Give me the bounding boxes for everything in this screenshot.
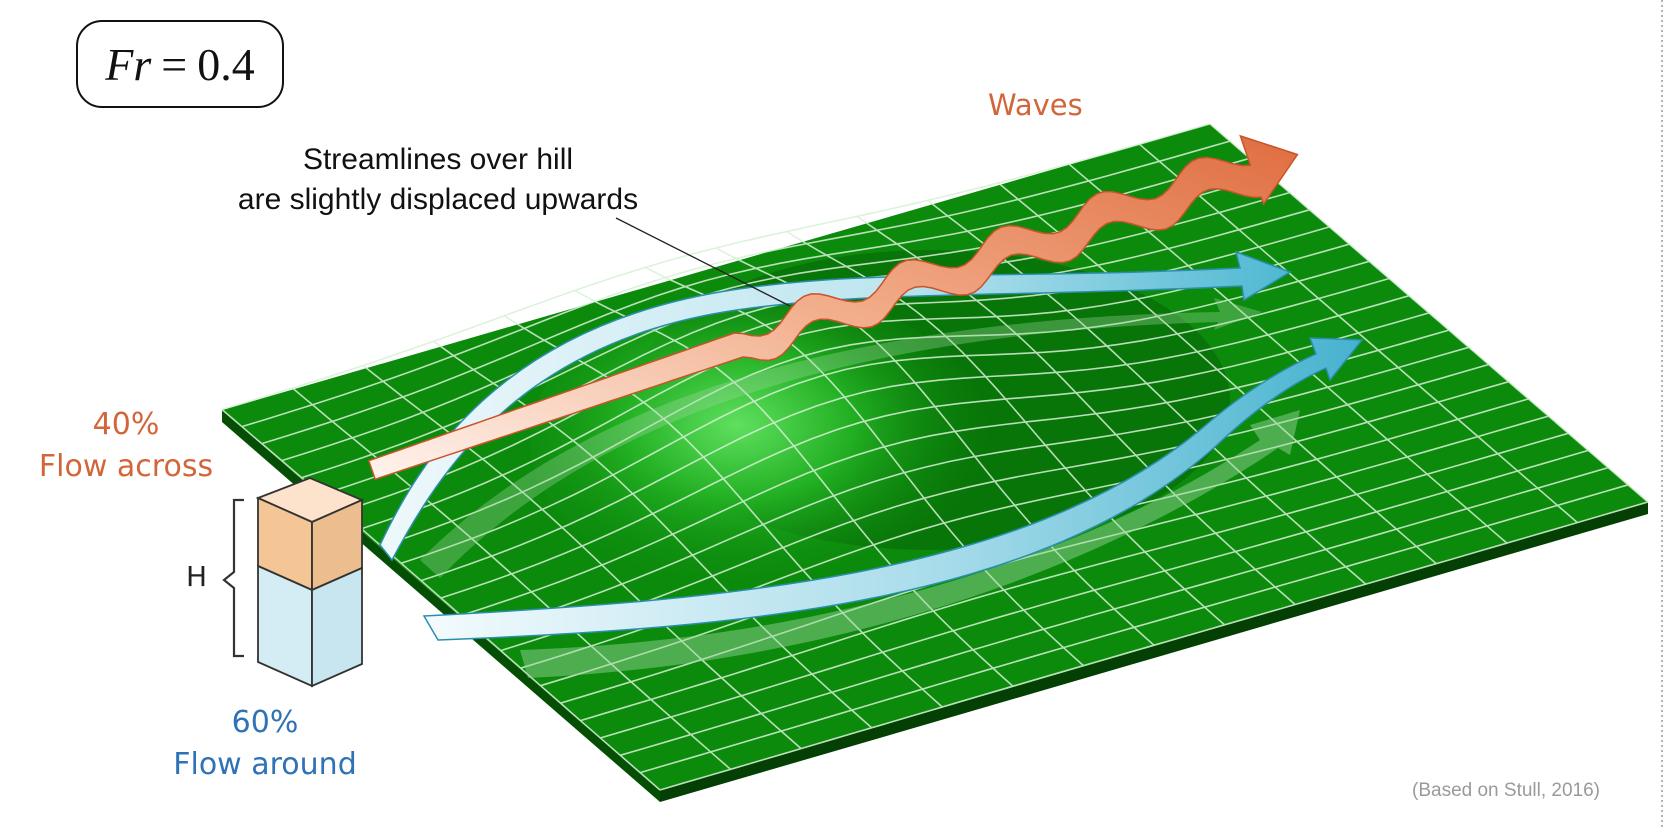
waves-label: Waves [988, 88, 1083, 122]
ghost-arrow-across [420, 298, 1262, 578]
flow-around-label: 60% Flow around [160, 702, 370, 786]
flow-across-percent: 40% [92, 407, 160, 442]
grid-line [786, 230, 1226, 626]
streamline-note: Streamlines over hill are slightly displ… [228, 140, 648, 220]
note-line-2: are slightly displaced upwards [237, 183, 639, 216]
terrain-side-right [660, 502, 1648, 802]
flow-across-label: 40% Flow across [30, 404, 222, 488]
height-label: H [186, 560, 208, 593]
froude-value: 0.4 [197, 38, 255, 90]
grid-line [221, 408, 661, 791]
flow-around-percent: 60% [231, 705, 299, 740]
flow-across-text: Flow across [38, 449, 214, 484]
froude-equals: = [161, 38, 188, 90]
arrow-around-lower [422, 337, 1364, 641]
arrow-across-wavy [367, 134, 1299, 481]
grid-line [292, 387, 732, 770]
ghost-arrow-around [520, 410, 1300, 678]
source-block [255, 477, 365, 688]
grid-line [1209, 123, 1649, 503]
height-brace [222, 498, 244, 658]
source-credit: (Based on Stull, 2016) [1412, 780, 1601, 801]
block-side-bottom-face [311, 566, 363, 688]
froude-symbol: Fr [105, 38, 152, 90]
note-pointer-line [615, 217, 791, 307]
note-line-1: Streamlines over hill [302, 143, 574, 176]
froude-number-box: Fr = 0.4 [76, 20, 284, 108]
grid-line [362, 364, 802, 750]
arrow-around-upper [379, 250, 1292, 562]
grid-line [1138, 143, 1578, 524]
flow-around-text: Flow around [173, 747, 357, 782]
